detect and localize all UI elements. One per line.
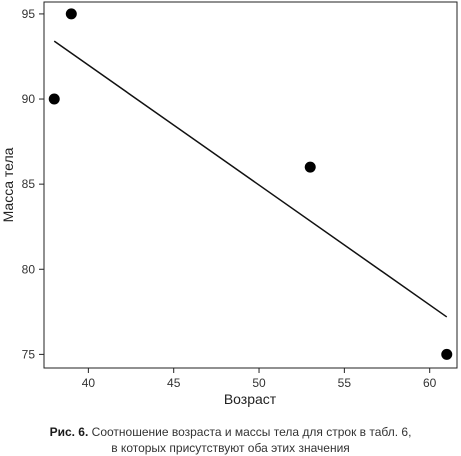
- caption-text-1: Соотношение возраста и массы тела для ст…: [88, 425, 412, 439]
- data-point: [441, 348, 453, 360]
- x-tick-label: 55: [338, 376, 352, 390]
- x-axis-ticks: 40 45 50 55 60: [82, 368, 437, 390]
- x-tick-label: 50: [252, 376, 266, 390]
- data-point: [304, 161, 316, 173]
- figure-caption: Рис. 6. Соотношение возраста и массы тел…: [0, 424, 461, 456]
- caption-label: Рис. 6.: [49, 425, 89, 439]
- y-tick-label: 90: [22, 92, 36, 106]
- y-axis-ticks: 75 80 85 90 95: [22, 7, 44, 361]
- x-tick-label: 45: [167, 376, 181, 390]
- x-tick-label: 40: [82, 376, 96, 390]
- y-axis-title: Масса тела: [0, 147, 16, 222]
- caption-line-2: в которых присутствуют оба этих значения: [111, 441, 350, 455]
- trend-line: [53, 40, 448, 318]
- y-tick-label: 95: [22, 7, 36, 21]
- x-axis-title: Возраст: [224, 391, 277, 407]
- plot-frame: [43, 1, 458, 369]
- data-point: [48, 93, 60, 105]
- y-tick-label: 75: [22, 347, 36, 361]
- caption-line-1: Рис. 6. Соотношение возраста и массы тел…: [0, 424, 461, 440]
- data-points: [48, 8, 453, 360]
- y-tick-label: 85: [22, 177, 36, 191]
- y-tick-label: 80: [22, 262, 36, 276]
- x-tick-label: 60: [423, 376, 437, 390]
- scatter-chart: 75 80 85 90 95 40 45 50 55 60 Возраст Масса тела: [0, 1, 458, 407]
- data-point: [65, 8, 77, 20]
